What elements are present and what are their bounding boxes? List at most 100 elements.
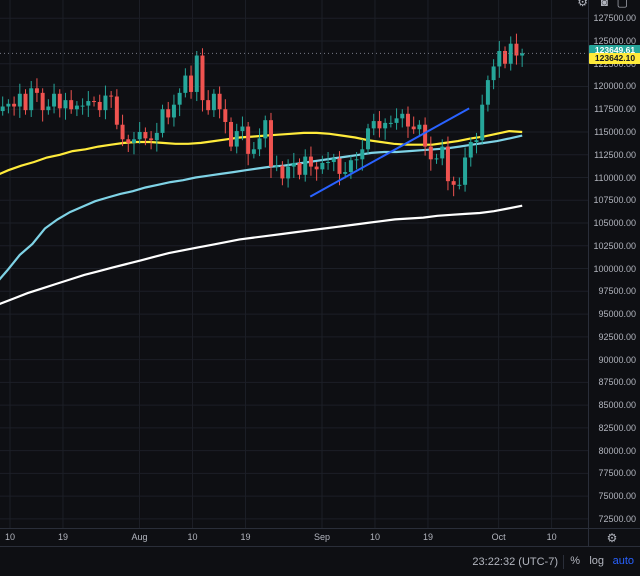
price-tick-label: 105000.00 [593,218,636,229]
gear-icon[interactable]: ⚙ [606,531,618,545]
candle-body [137,132,142,140]
clock-display[interactable]: 23:22:32 (UTC-7) [472,556,558,568]
candle-body [417,124,422,130]
price-tick-label: 107500.00 [593,195,636,206]
candle-body [331,158,336,163]
candle-body [383,122,388,129]
fullscreen-icon[interactable]: ▢ [616,0,628,9]
chart-area[interactable] [0,0,588,528]
candle-body [12,103,17,107]
candle-body [189,75,194,92]
candle-body [480,104,485,141]
auto-scale-button[interactable]: auto [612,555,634,567]
candle-body [103,95,108,111]
candle-body [23,93,28,111]
price-tick-label: 95000.00 [598,309,636,320]
time-tick-label: 19 [57,532,68,542]
candle-body [229,121,234,147]
price-tick-label: 97500.00 [598,286,636,297]
divider [563,555,564,569]
candle-body [257,138,262,150]
price-tick-label: 120000.00 [593,81,636,92]
candle-body [217,93,222,110]
percent-scale-button[interactable]: % [570,555,580,567]
candle-body [63,100,68,109]
candle-body [280,165,285,179]
last-price-label: 123649.61 [589,45,640,57]
candle-body [423,124,428,147]
candle-body [377,121,382,129]
candle-body [440,146,445,159]
candle-body [394,118,399,123]
ma-fast-line [0,129,523,176]
candle-body [171,104,176,118]
candle-body [131,139,136,143]
time-tick-label: 19 [240,532,251,542]
log-scale-button[interactable]: log [589,555,604,567]
candle-body [297,162,302,175]
candle-body [194,55,199,92]
candle-body [0,106,5,112]
candle-body [6,103,11,107]
candle-body [491,66,496,81]
candle-body [474,140,479,143]
candle-body [234,131,239,147]
candle-body [74,105,79,110]
price-axis[interactable]: 127500.00125000.00122500.00120000.001175… [588,0,640,528]
top-toolbar: ⚙ ◙ ▢ [574,0,634,10]
candle-body [366,128,371,150]
time-axis[interactable]: 10 19 Aug 10 19 Sep 10 19 Oct 10 [0,528,588,546]
price-tick-label: 92500.00 [598,331,636,342]
candle-body [291,162,296,167]
candle-body [428,146,433,160]
price-tick-label: 85000.00 [598,400,636,411]
candle-body [57,93,62,109]
candle-body [371,121,376,129]
candle-body [411,126,416,130]
candle-body [160,109,165,133]
candle-body [337,158,342,174]
candle-body [97,101,102,111]
candle-body [388,122,393,124]
candle-body [308,156,313,167]
time-tick-label: 10 [4,532,16,542]
candle-body [80,105,85,107]
candle-body [126,139,131,143]
camera-icon[interactable]: ◙ [600,0,608,9]
candle-body [268,120,273,167]
candle-body [434,158,439,160]
candle-body [468,142,473,158]
price-tick-label: 80000.00 [598,445,636,456]
candle-body [514,43,519,56]
candle-body [86,101,91,106]
time-tick-label: 10 [546,532,557,542]
candle-body [17,93,22,107]
candle-body [520,53,525,56]
candle-body [154,132,159,141]
candle-body [120,124,125,140]
price-tick-label: 75000.00 [598,491,636,502]
candle-body [485,80,490,105]
candle-body [503,50,508,64]
candle-body [445,146,450,182]
time-tick-label: Oct [491,532,506,542]
candle-body [34,88,39,93]
candle-body [223,109,228,122]
bottom-bar: 23:22:32 (UTC-7) % log auto [0,546,640,576]
candle-body [360,149,365,160]
price-tick-label: 100000.00 [593,263,636,274]
gear-icon[interactable]: ⚙ [577,0,588,9]
price-chart[interactable] [0,0,588,528]
candle-body [263,120,268,139]
candle-body [303,156,308,175]
time-tick-label: Sep [313,532,331,542]
candle-body [40,92,45,111]
candle-body [240,126,245,132]
price-tick-label: 117500.00 [594,104,636,115]
current-price-label: 123642.10 [589,53,640,65]
candle-body [166,109,171,118]
price-tick-label: 112500.00 [594,149,636,160]
time-tick-label: Aug [131,532,148,542]
candle-body [274,165,279,167]
candle-body [314,166,319,170]
